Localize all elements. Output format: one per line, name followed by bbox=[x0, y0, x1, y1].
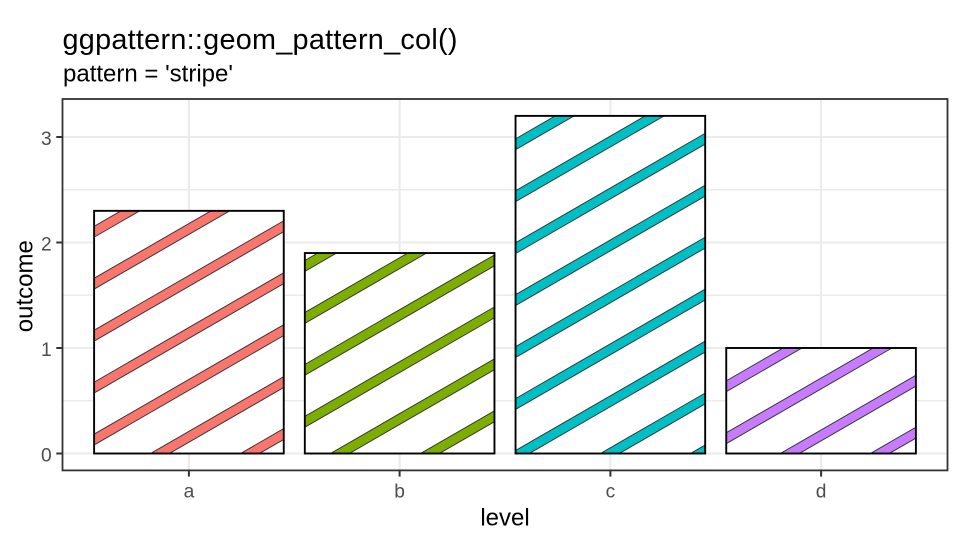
svg-text:0: 0 bbox=[41, 446, 52, 467]
svg-text:level: level bbox=[480, 505, 529, 532]
svg-text:ggpattern::geom_pattern_col(): ggpattern::geom_pattern_col() bbox=[63, 24, 458, 56]
svg-text:a: a bbox=[184, 481, 195, 502]
svg-text:3: 3 bbox=[41, 129, 52, 150]
svg-text:2: 2 bbox=[41, 235, 52, 256]
svg-text:pattern = 'stripe': pattern = 'stripe' bbox=[63, 60, 233, 87]
svg-text:c: c bbox=[606, 481, 616, 502]
svg-text:1: 1 bbox=[41, 340, 52, 361]
svg-text:d: d bbox=[816, 481, 827, 502]
svg-text:outcome: outcome bbox=[11, 240, 38, 332]
svg-text:b: b bbox=[394, 481, 405, 502]
